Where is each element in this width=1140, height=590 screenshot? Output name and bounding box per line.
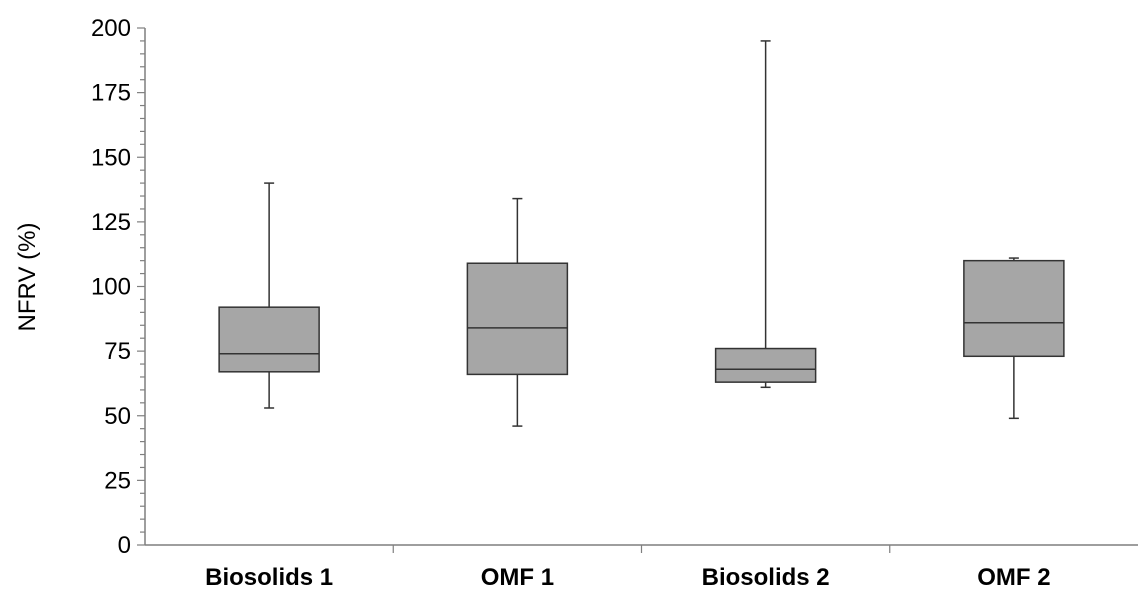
- y-tick-label: 100: [91, 274, 131, 301]
- y-axis: 0 25 50 75 100 125 150 175 200: [91, 15, 146, 559]
- iqr-box: [466, 262, 569, 376]
- iqr-box: [218, 306, 320, 373]
- iqr-box: [963, 259, 1065, 358]
- iqr-box: [714, 347, 817, 383]
- box-2: [466, 197, 569, 427]
- y-tick-label: 125: [91, 209, 131, 236]
- y-tick-label: 75: [104, 338, 131, 365]
- box-1: [218, 182, 320, 409]
- x-category-label: Biosolids 2: [702, 564, 830, 590]
- y-tick-label: 150: [91, 144, 131, 171]
- x-category-label: Biosolids 1: [205, 564, 333, 590]
- y-tick-label: 175: [91, 80, 131, 107]
- boxes: [218, 40, 1065, 427]
- x-axis: Biosolids 1 OMF 1 Biosolids 2 OMF 2: [145, 544, 1138, 590]
- x-category-label: OMF 1: [481, 564, 554, 590]
- y-tick-label: 0: [118, 532, 131, 559]
- y-tick-label: 200: [91, 15, 131, 42]
- x-category-label: OMF 2: [977, 564, 1050, 590]
- y-tick-label: 25: [104, 467, 131, 494]
- y-tick-label: 50: [104, 403, 131, 430]
- box-3: [714, 40, 817, 389]
- box-4: [963, 257, 1065, 420]
- y-axis-title: NFRV (%): [14, 223, 41, 332]
